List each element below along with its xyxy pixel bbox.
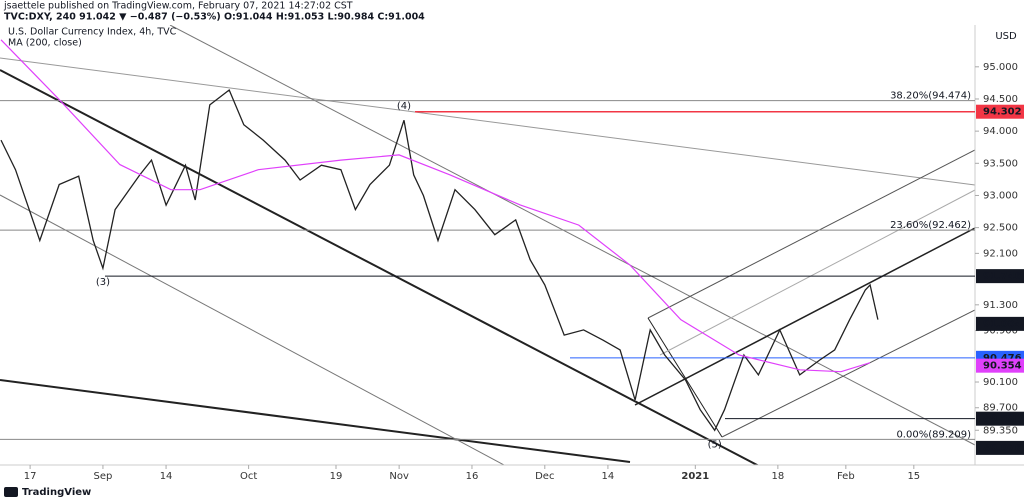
y-tick-label: 89.700 — [983, 403, 1018, 414]
channel-line — [659, 189, 975, 356]
publisher: jsaettele published on TradingView.com, … — [3, 1, 353, 12]
y-tick-label: 93.500 — [983, 158, 1018, 169]
price-tag-label: 91.746 — [983, 271, 1022, 282]
y-tick-label: 90.100 — [983, 377, 1018, 388]
price-tag-label: 91.004 — [983, 319, 1022, 330]
price-tag — [976, 411, 1024, 426]
brand-logo — [4, 487, 18, 497]
price-tag — [976, 440, 1024, 455]
x-tick-label: 2021 — [681, 471, 709, 482]
x-tick-label: Oct — [240, 471, 257, 482]
trendline — [0, 194, 506, 465]
y-tick-label: 94.500 — [983, 94, 1018, 105]
price-tag — [976, 104, 1024, 119]
channel-line — [634, 227, 975, 406]
channel-line — [647, 149, 975, 319]
x-tick-label: 14 — [160, 471, 173, 482]
ma-line — [0, 39, 871, 373]
quote: TVC:DXY, 240 91.042 ▼ −0.487 (−0.53%) O:… — [4, 12, 425, 23]
x-tick-label: 16 — [466, 471, 479, 482]
y-tick-label: 90.900 — [983, 326, 1018, 337]
y-tick-label: 89.350 — [983, 425, 1018, 436]
ma-label: MA (200, close) — [8, 38, 82, 49]
price-tag — [976, 358, 1024, 373]
wave-label: (5) — [708, 439, 722, 450]
trendlines — [0, 25, 975, 465]
brand: TradingView — [22, 487, 91, 498]
x-tick-label: Sep — [94, 471, 113, 482]
trendline — [169, 25, 975, 446]
price-tag-label: 89.530 — [983, 414, 1022, 425]
x-tick-label: Nov — [389, 471, 409, 482]
y-tick-label: 95.000 — [983, 62, 1018, 73]
y-tick-label: 92.500 — [983, 223, 1018, 234]
wave-label: (4) — [397, 101, 411, 112]
wave-label: (3) — [96, 277, 110, 288]
price-tag-label: 94.302 — [983, 107, 1022, 118]
fib-label: 0.00%(89.209) — [896, 429, 971, 440]
price-line — [0, 88, 879, 432]
price-tag-label: 90.476 — [983, 353, 1022, 364]
y-tick-label: 94.000 — [983, 126, 1018, 137]
plot-area — [0, 39, 975, 440]
y-tick-label: 91.300 — [983, 300, 1018, 311]
x-tick-label: 15 — [907, 471, 920, 482]
price-tag — [976, 316, 1024, 331]
fib-label: 38.20%(94.474) — [890, 91, 971, 102]
x-tick-label: 19 — [330, 471, 343, 482]
x-tick-label: 18 — [771, 471, 784, 482]
x-tick-label: Dec — [535, 471, 554, 482]
channel-line — [721, 309, 975, 438]
x-tick-label: 14 — [602, 471, 615, 482]
price-tag-label: 90.354 — [983, 361, 1022, 372]
trendline — [0, 379, 631, 463]
price-tag — [976, 269, 1024, 284]
currency: USD — [995, 31, 1017, 42]
trendline — [0, 57, 975, 186]
x-tick-label: Feb — [837, 471, 855, 482]
trendline — [0, 69, 760, 465]
y-tick-label: 93.000 — [983, 190, 1018, 201]
x-tick-label: 17 — [24, 471, 37, 482]
y-tick-label: 92.100 — [983, 248, 1018, 259]
price-tag-label: 89.076 — [983, 443, 1022, 454]
channel-line — [647, 317, 723, 438]
series-label: U.S. Dollar Currency Index, 4h, TVC — [8, 27, 177, 38]
fib-label: 23.60%(92.462) — [890, 220, 971, 231]
